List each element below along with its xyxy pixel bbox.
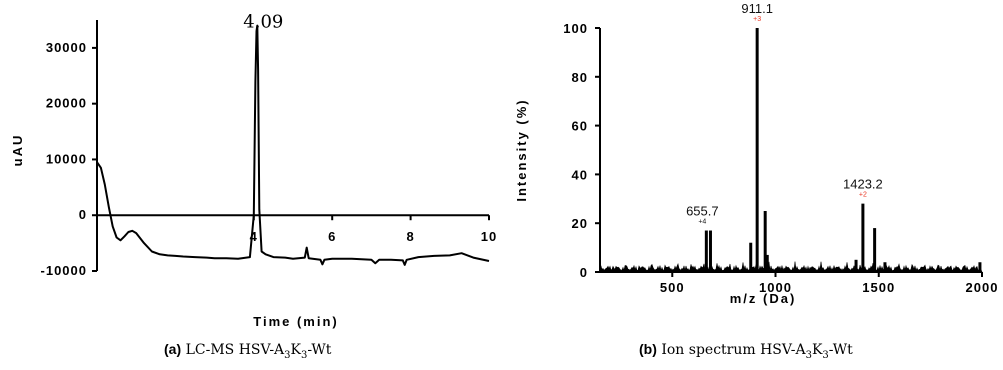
x-tick-label-b: 1500: [862, 280, 895, 295]
y-tick-label-a: 30000: [46, 40, 87, 55]
x-tick-label-a: 6: [328, 229, 336, 244]
peak-mz-label: 1423.2: [843, 177, 883, 192]
y-tick-label-b: 100: [563, 21, 588, 36]
chart-ion-spectrum: 0 20 40 60 80 100 500 1000 1500 2000 911.1+3 1423.…: [514, 1, 999, 306]
caption-a-text: LC-MS HSV-A3K3-Wt: [185, 342, 332, 361]
x-tick-label-b: 500: [660, 280, 685, 295]
caption-a-tag: (a): [164, 341, 182, 357]
y-tick-label-a: 0: [79, 207, 87, 222]
retention-peak-label: 4.09: [243, 11, 283, 32]
y-axis-title-b: Intensity (%): [514, 98, 529, 201]
y-tick-label-b: 40: [572, 167, 588, 182]
y-tick-label-a: 20000: [46, 96, 87, 111]
peak-charge-label: +4: [698, 219, 706, 226]
y-tick-label-b: 0: [580, 265, 588, 280]
caption-b-tag: (b): [639, 341, 657, 357]
x-tick-label-b: 1000: [759, 280, 792, 295]
x-tick-label-a: 8: [406, 229, 414, 244]
y-tick-label-b: 60: [572, 119, 588, 134]
chromatogram-line: [96, 24, 490, 266]
x-tick-label-a: 4: [250, 229, 258, 244]
y-tick-label-b: 80: [572, 70, 588, 85]
peak-mz-label: 911.1: [741, 1, 773, 16]
y-tick-label-b: 20: [572, 216, 588, 231]
x-axis-title-a: Time (min): [253, 314, 339, 329]
peak-mz-label: 655.7: [686, 204, 719, 219]
peak-charge-label: +2: [859, 192, 867, 199]
caption-a: (a) LC-MS HSV-A3K3-Wt: [164, 341, 331, 361]
x-axis-title-b: m/z (Da): [730, 291, 797, 306]
chart-lcms: -10000 0 10000 20000 30000 4 6 8 10 4.09 Time (m…: [10, 11, 497, 329]
caption-b: (b) Ion spectrum HSV-A3K3-Wt: [639, 341, 853, 361]
peak-charge-label: +3: [753, 16, 761, 23]
x-tick-label-b: 2000: [966, 280, 999, 295]
caption-b-text: Ion spectrum HSV-A3K3-Wt: [661, 342, 853, 361]
y-tick-label-a: 10000: [46, 151, 87, 166]
x-tick-label-a: 10: [481, 229, 497, 244]
noise-floor: [599, 261, 983, 273]
y-tick-label-a: -10000: [41, 263, 87, 278]
y-axis-title-a: uAU: [10, 134, 25, 167]
